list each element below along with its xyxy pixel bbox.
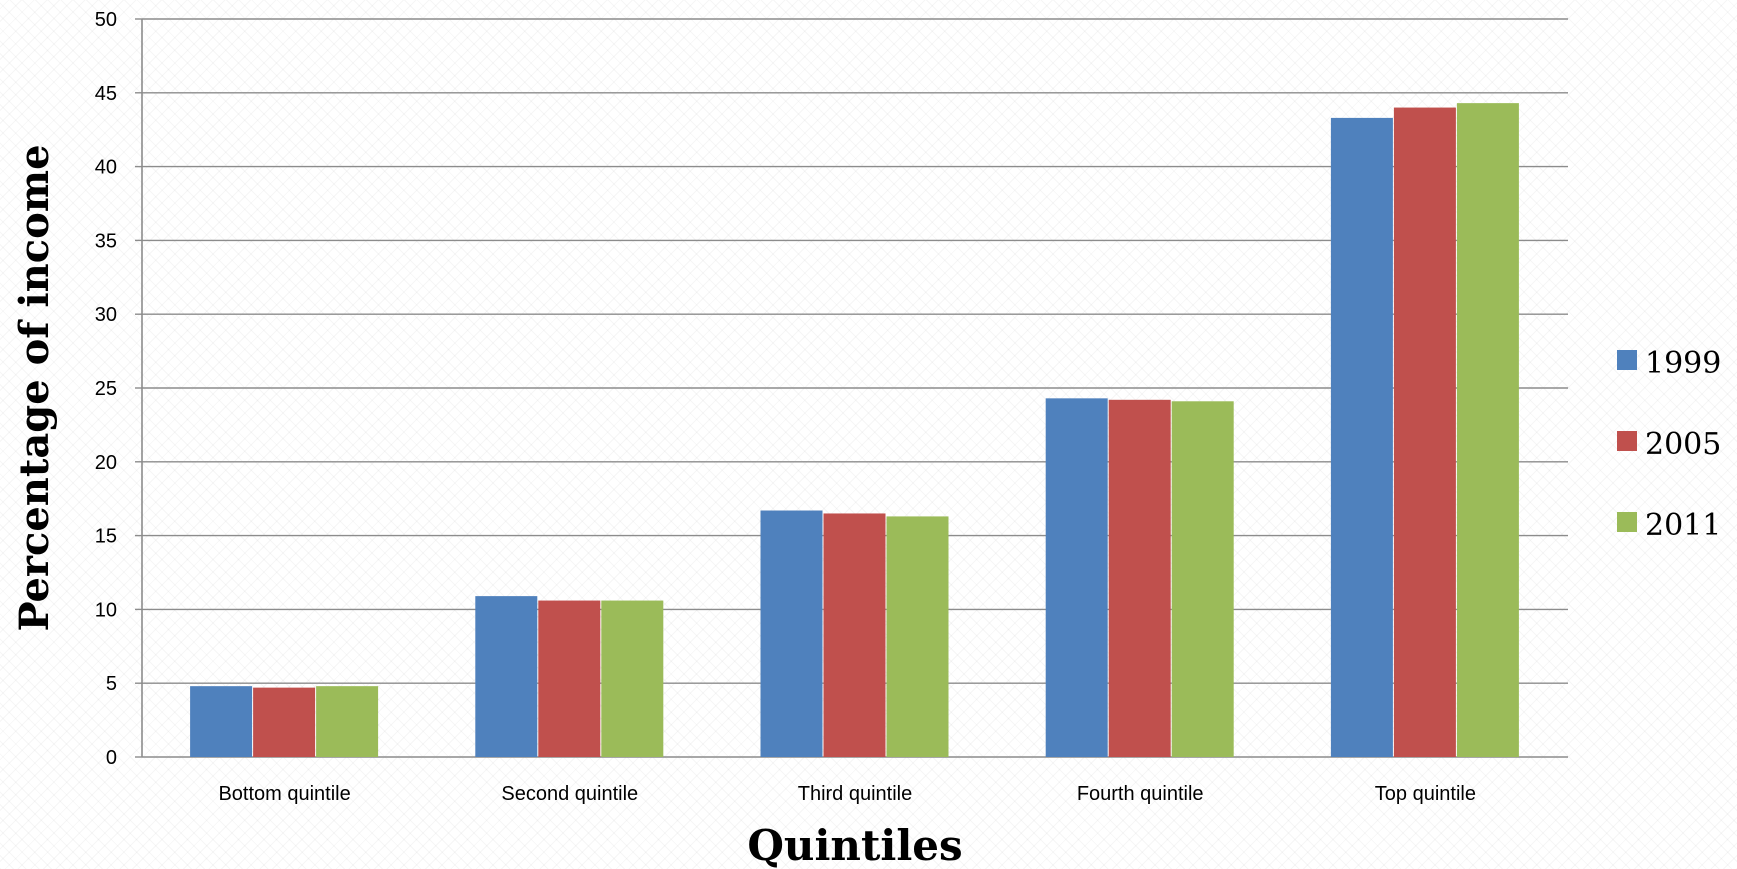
bar-2011 (1456, 103, 1519, 757)
x-tick-labels: Bottom quintile Second quintile Third quin… (218, 783, 1476, 805)
y-tick-label: 0 (106, 747, 117, 769)
legend: 1999 2005 2011 (1617, 346, 1721, 543)
bar-1999 (190, 686, 253, 757)
legend-swatch-2011 (1617, 512, 1637, 532)
gridlines (142, 18, 1568, 684)
y-tick-label: 5 (106, 673, 117, 695)
legend-label-1999: 1999 (1645, 346, 1721, 381)
bar-2005 (1108, 399, 1171, 757)
bar-1999 (475, 596, 538, 757)
bar-2011 (601, 600, 664, 757)
bar-2011 (886, 516, 949, 757)
bar-2011 (1171, 401, 1234, 757)
y-tick-label: 10 (95, 599, 117, 621)
y-tick-label: 50 (95, 9, 117, 31)
y-tick-label: 25 (95, 378, 117, 400)
x-tick-label: Second quintile (501, 783, 638, 805)
bars (190, 103, 1519, 758)
y-tick-labels: 0 5 10 15 20 25 30 35 40 45 50 (95, 9, 117, 769)
x-axis-title: Quintiles (747, 821, 962, 869)
bar-2005 (823, 513, 886, 757)
bar-1999 (1330, 117, 1393, 758)
legend-label-2011: 2011 (1645, 508, 1721, 543)
bar-2005 (1393, 107, 1456, 757)
bar-2011 (316, 686, 379, 757)
legend-swatch-1999 (1617, 350, 1637, 370)
x-tick-label: Bottom quintile (218, 783, 350, 805)
bar-2005 (538, 600, 601, 757)
y-tick-label: 35 (95, 230, 117, 252)
y-axis-title: Percentage of income (11, 144, 58, 631)
y-tick-label: 20 (95, 452, 117, 474)
y-tick-label: 40 (95, 157, 117, 179)
y-tick-label: 45 (95, 83, 117, 105)
legend-label-2005: 2005 (1645, 427, 1721, 462)
y-tick-label: 15 (95, 526, 117, 548)
y-tick-label: 30 (95, 304, 117, 326)
x-tick-label: Fourth quintile (1077, 783, 1204, 805)
legend-swatch-2005 (1617, 431, 1637, 451)
bar-2005 (253, 687, 316, 757)
bar-1999 (760, 510, 823, 757)
x-tick-label: Top quintile (1375, 783, 1476, 805)
x-tick-label: Third quintile (798, 783, 913, 805)
bar-1999 (1045, 398, 1108, 757)
